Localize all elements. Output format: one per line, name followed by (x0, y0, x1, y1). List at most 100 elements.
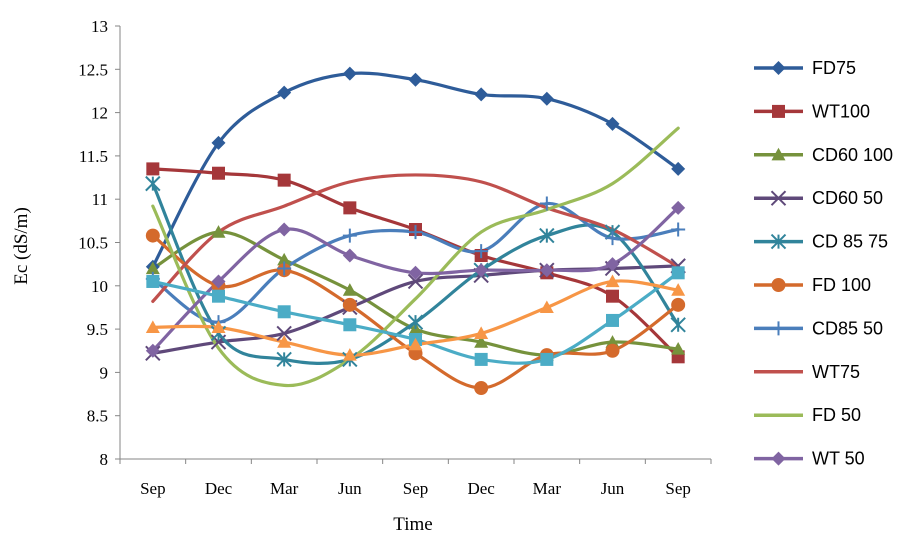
data-point (474, 352, 488, 366)
data-point (342, 228, 357, 243)
data-point (539, 300, 554, 314)
legend-swatch-marker (770, 190, 787, 206)
legend-item: WT 50 (754, 449, 865, 469)
y-tick-label: 10.5 (78, 234, 108, 253)
data-point (277, 222, 292, 237)
data-point (342, 248, 357, 263)
y-tick-label: 9.5 (87, 320, 108, 339)
data-point (277, 261, 292, 276)
legend: FD75 WT100 CD60 100 CD60 50 CD 85 75 FD 100 CD… (754, 58, 893, 469)
legend-label: CD60 100 (812, 145, 893, 165)
data-point (539, 91, 554, 106)
data-point (540, 352, 554, 366)
y-tick-label: 8.5 (87, 407, 108, 426)
data-point (671, 266, 685, 280)
data-point (212, 289, 225, 303)
x-ticks: Sep Dec Mar Jun Sep Dec Mar Jun Sep (119, 459, 712, 498)
legend-item: FD 50 (754, 405, 861, 425)
data-point (474, 335, 489, 348)
data-point (408, 265, 423, 280)
y-tick-label: 13 (91, 17, 108, 36)
data-point (408, 72, 423, 87)
data-point (408, 337, 423, 351)
legend-swatch-marker (771, 451, 786, 466)
legend-item: CD85 50 (754, 318, 883, 338)
data-point (343, 201, 357, 215)
x-tick-label: Sep (140, 479, 166, 498)
data-point (146, 162, 160, 176)
data-point (539, 196, 554, 211)
data-point (671, 283, 686, 296)
data-point (474, 380, 489, 395)
x-tick-label: Mar (270, 479, 299, 498)
x-tick-label: Jun (338, 479, 362, 498)
data-point (671, 200, 686, 215)
data-point (408, 225, 423, 240)
series-line (151, 126, 680, 388)
legend-item: CD60 50 (754, 188, 883, 208)
data-point (211, 135, 226, 150)
legend-item: WT75 (754, 362, 860, 382)
y-tick-label: 11.5 (79, 147, 108, 166)
series-markers (145, 66, 686, 395)
data-point (671, 161, 686, 176)
data-point (605, 257, 620, 272)
legend-swatch-marker (770, 233, 787, 250)
data-point (605, 116, 620, 131)
data-point (277, 252, 292, 266)
y-ticks: 8 8.5 9 9.5 10 10.5 11 11.5 12 12.5 13 (78, 17, 120, 469)
series-line (151, 201, 680, 324)
data-point (276, 325, 292, 342)
y-tick-label: 12 (91, 104, 108, 123)
legend-label: FD 50 (812, 405, 861, 425)
data-point (407, 273, 424, 290)
data-point (277, 173, 291, 187)
data-point (605, 335, 620, 348)
series-line (151, 173, 680, 303)
data-point (606, 313, 619, 327)
legend-swatch-marker (771, 321, 786, 336)
legend-label: CD60 50 (812, 188, 883, 208)
data-point (211, 274, 226, 289)
data-point (212, 166, 225, 180)
legend-label: CD 85 75 (812, 232, 888, 252)
data-point (342, 283, 357, 296)
data-point (276, 351, 292, 368)
data-point (474, 244, 489, 259)
data-point (146, 274, 160, 288)
y-tick-label: 10 (91, 277, 108, 296)
legend-item: CD60 100 (754, 145, 893, 165)
y-tick-label: 12.5 (78, 60, 108, 79)
legend-swatch-marker (771, 278, 786, 292)
data-point (145, 343, 160, 358)
legend-swatch-marker (772, 104, 785, 118)
x-tick-label: Jun (601, 479, 625, 498)
data-point (342, 297, 357, 312)
legend-label: FD75 (812, 58, 856, 78)
data-point (211, 225, 226, 238)
data-point (539, 227, 555, 244)
x-axis-title: Time (393, 514, 432, 535)
data-point (277, 335, 292, 348)
data-point (407, 314, 424, 330)
legend-item: FD75 (754, 58, 856, 78)
data-point (277, 305, 291, 319)
legend-label: FD 100 (812, 275, 871, 295)
y-tick-label: 9 (100, 363, 109, 382)
data-point (671, 342, 686, 355)
y-tick-label: 11 (92, 190, 108, 209)
data-point (671, 222, 686, 237)
y-tick-label: 8 (100, 450, 109, 469)
legend-label: WT100 (812, 101, 870, 121)
data-point (211, 320, 226, 333)
data-point (606, 289, 619, 303)
data-point (671, 297, 686, 312)
data-point (474, 326, 489, 340)
data-point (145, 320, 160, 333)
data-point (145, 228, 160, 243)
x-tick-label: Sep (403, 479, 429, 498)
x-tick-label: Dec (205, 479, 233, 498)
data-point (605, 231, 620, 246)
data-point (474, 263, 489, 278)
